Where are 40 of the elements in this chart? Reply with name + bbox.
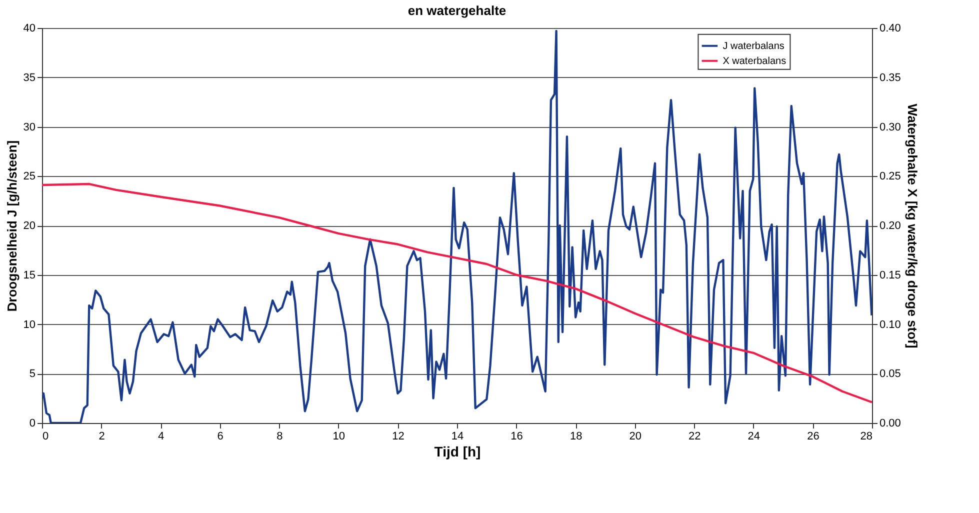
legend-label: J waterbalans bbox=[722, 40, 784, 52]
x-axis-title: Tijd [h] bbox=[434, 444, 481, 460]
x-tick-label: 8 bbox=[276, 430, 283, 442]
x-tick-label: 20 bbox=[629, 430, 642, 442]
y2-tick-label: 0.20 bbox=[880, 220, 901, 232]
x-tick-label: 6 bbox=[217, 430, 224, 442]
y-tick-label: 0 bbox=[29, 418, 36, 430]
x-tick-label: 18 bbox=[570, 430, 582, 442]
x-tick-label: 14 bbox=[451, 430, 464, 442]
y2-tick-label: 0.40 bbox=[880, 22, 901, 34]
chart-title: en watergehalte bbox=[408, 3, 506, 18]
legend-label: X waterbalans bbox=[722, 56, 786, 67]
y2-tick-label: 0.15 bbox=[880, 269, 901, 282]
x-tick-label: 2 bbox=[98, 430, 105, 442]
y-tick-label: 15 bbox=[23, 269, 36, 282]
x-tick-label: 16 bbox=[510, 430, 523, 442]
y-tick-label: 10 bbox=[23, 318, 36, 331]
y2-tick-label: 0.30 bbox=[880, 121, 901, 134]
y2-tick-label: 0.35 bbox=[880, 72, 901, 84]
y-tick-label: 5 bbox=[29, 368, 36, 380]
x-tick-label: 26 bbox=[807, 430, 820, 442]
y-tick-label: 40 bbox=[23, 22, 36, 34]
y-tick-label: 35 bbox=[23, 72, 36, 84]
y2-tick-label: 0.05 bbox=[880, 368, 901, 380]
y-tick-label: 30 bbox=[23, 121, 36, 134]
x-tick-label: 12 bbox=[392, 430, 404, 442]
y-tick-label: 20 bbox=[23, 220, 36, 232]
y-axis-title: Droogsnelheid J [g/h/steen] bbox=[4, 140, 20, 312]
y2-axis-title: Watergehalte X [kg water/kg droge stof] bbox=[904, 104, 920, 348]
y2-tick-label: 0.10 bbox=[880, 318, 901, 331]
y-tick-label: 25 bbox=[23, 170, 36, 183]
y2-tick-label: 0.00 bbox=[880, 418, 901, 430]
y2-tick-label: 0.25 bbox=[880, 170, 901, 183]
x-tick-label: 24 bbox=[748, 430, 760, 442]
line-series bbox=[42, 182, 872, 404]
x-tick-label: 22 bbox=[688, 430, 701, 442]
x-tick-label: 28 bbox=[860, 430, 872, 442]
x-tick-label: 4 bbox=[158, 430, 164, 442]
x-tick-label: 10 bbox=[332, 430, 346, 442]
x-tick-label: 0 bbox=[42, 430, 49, 442]
